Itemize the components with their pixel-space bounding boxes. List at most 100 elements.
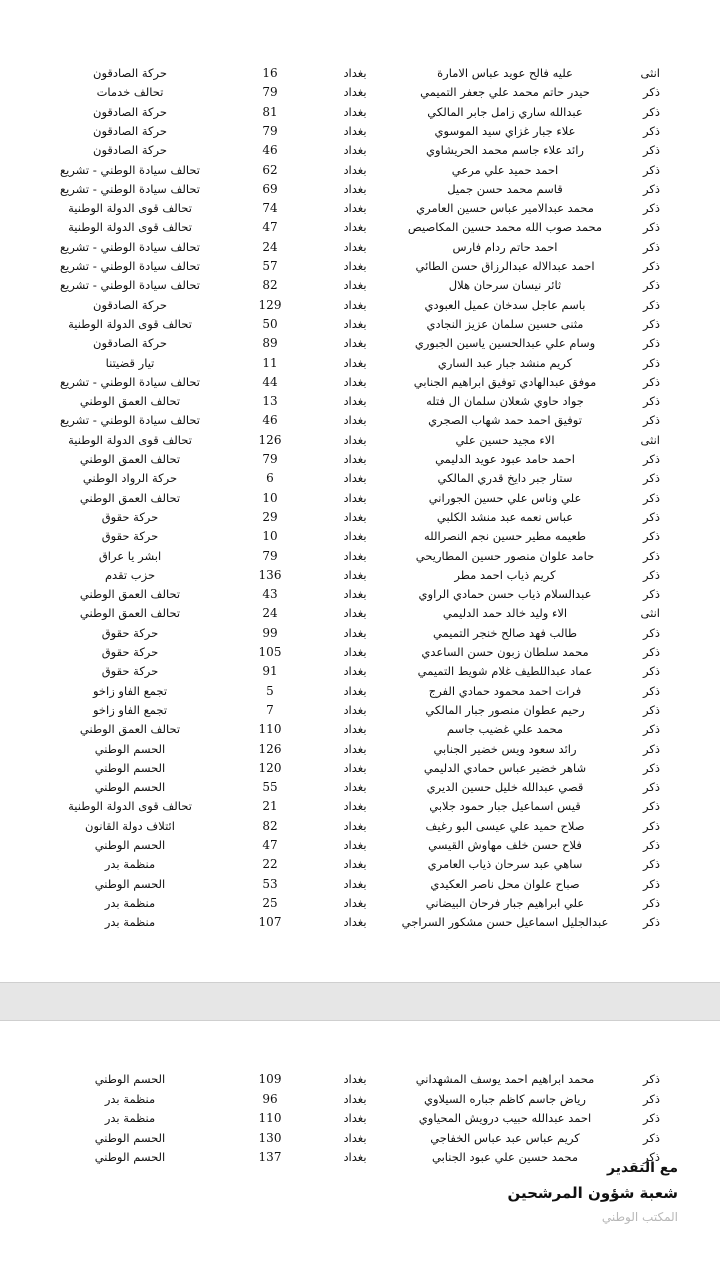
candidate-name-cell: ساهي عبد سرحان ذياب العامري	[427, 857, 583, 872]
table-row: ذكر محمد علي غضيب جاسم بغداد 110 تحالف العمق…	[0, 720, 720, 739]
city-cell: بغداد	[343, 529, 367, 544]
candidate-number-cell: 50	[262, 316, 278, 331]
candidate-name-cell: ستار جبر دايخ قدري المالكي	[437, 471, 573, 486]
table-row: ذكر ستار جبر دايخ قدري المالكي بغداد 6 حركة …	[0, 469, 720, 488]
table-row: ذكر احمد حامد عبود عويد الدليمي بغداد 79 تحا…	[0, 450, 720, 469]
city-cell: بغداد	[343, 316, 367, 331]
gender-cell: ذكر	[643, 123, 660, 138]
city-cell: بغداد	[343, 664, 367, 679]
party-cell: حركة حقوق	[101, 529, 159, 544]
candidate-name-cell: جواد حاوي شعلان سلمان ال فتله	[426, 394, 584, 409]
candidate-name-cell: محمد علي غضيب جاسم	[446, 722, 564, 737]
gender-cell: ذكر	[643, 355, 660, 370]
party-cell: حركة حقوق	[101, 509, 159, 524]
gender-cell: ذكر	[643, 876, 660, 891]
city-cell: بغداد	[343, 702, 367, 717]
candidate-name-cell: علي ابراهيم جبار فرحان البيضاني	[425, 895, 585, 910]
gender-cell: ذكر	[643, 490, 660, 505]
candidate-number-cell: 126	[258, 741, 282, 756]
party-cell: الحسم الوطني	[94, 760, 166, 775]
candidate-name-cell: شاهر خضير عباس حمادي الدليمي	[423, 760, 587, 775]
candidate-number-cell: 55	[262, 780, 278, 795]
city-cell: بغداد	[343, 413, 367, 428]
city-cell: بغداد	[343, 123, 367, 138]
candidate-name-cell: كريم ذياب احمد مطر	[454, 567, 556, 582]
table-row: ذكر شاهر خضير عباس حمادي الدليمي بغداد 120 ا…	[0, 759, 720, 778]
table-row: ذكر احمد حميد علي مرعي بغداد 62 تحالف سيادة …	[0, 161, 720, 180]
document-page-2: ذكر محمد ابراهيم احمد يوسف المشهداني بغداد…	[0, 1020, 720, 1281]
table-row: ذكر طعيمه مطير حسين نجم النصرالله بغداد 10 ح…	[0, 527, 720, 546]
candidate-name-cell: عليه فالح عويد عباس الامارة	[437, 66, 573, 80]
city-cell: بغداد	[343, 201, 367, 216]
city-cell: بغداد	[343, 645, 367, 659]
party-cell: منظمة بدر	[104, 1091, 156, 1106]
candidate-number-cell: 74	[262, 201, 278, 216]
table-row: ذكر طالب فهد صالح خنجر التميمي بغداد 99 حركة…	[0, 624, 720, 643]
candidate-name-cell: محمد عبدالامير عباس حسين العامري	[416, 201, 594, 216]
party-cell: حركة الصادقون	[93, 123, 167, 138]
candidate-name-cell: رائد علاء جاسم محمد الحريشاوي	[426, 143, 584, 158]
candidate-number-cell: 53	[262, 876, 278, 891]
city-cell: بغداد	[343, 297, 367, 312]
party-cell: تحالف قوى الدولة الوطنية	[68, 201, 192, 216]
table-row: انثى الاء مجيد حسين علي بغداد 126 تحالف قوى …	[0, 431, 720, 450]
gender-cell: ذكر	[643, 645, 660, 659]
gender-cell: انثى	[640, 66, 660, 80]
city-cell: بغداد	[343, 239, 367, 254]
candidate-number-cell: 21	[262, 799, 278, 814]
candidate-number-cell: 96	[262, 1091, 278, 1106]
table-row: ذكر رائد سعود ويس خضير الجنابي بغداد 126 الح…	[0, 740, 720, 759]
city-cell: بغداد	[343, 838, 367, 852]
gender-cell: ذكر	[643, 374, 660, 389]
candidate-number-cell: 44	[262, 374, 278, 389]
candidate-name-cell: طالب فهد صالح خنجر التميمي	[433, 625, 577, 640]
party-cell: تحالف العمق الوطني	[79, 490, 181, 505]
city-cell: بغداد	[343, 452, 367, 466]
candidate-number-cell: 47	[262, 220, 278, 235]
gender-cell: ذكر	[643, 664, 660, 679]
gender-cell: ذكر	[643, 587, 660, 602]
table-row: ذكر عماد عبداللطيف غلام شويط التميمي بغداد…	[0, 662, 720, 681]
gender-cell: ذكر	[643, 316, 660, 331]
gender-cell: ذكر	[643, 857, 660, 872]
city-cell: بغداد	[343, 567, 367, 582]
candidate-number-cell: 82	[262, 278, 278, 293]
gender-cell: ذكر	[643, 278, 660, 293]
candidate-name-cell: محمد ابراهيم احمد يوسف المشهداني	[415, 1072, 595, 1086]
candidate-number-cell: 24	[262, 606, 278, 621]
candidate-name-cell: كريم منشد جبار عبد الساري	[437, 355, 573, 370]
candidate-number-cell: 29	[262, 509, 278, 524]
candidate-number-cell: 79	[262, 548, 278, 563]
city-cell: بغداد	[343, 683, 367, 698]
party-cell: حركة حقوق	[101, 625, 159, 640]
candidate-number-cell: 5	[266, 683, 274, 698]
candidate-name-cell: فرات احمد محمود حمادي الفرج	[428, 683, 582, 698]
city-cell: بغداد	[343, 799, 367, 814]
city-cell: بغداد	[343, 259, 367, 273]
candidate-number-cell: 110	[258, 722, 282, 737]
party-cell: الحسم الوطني	[94, 876, 166, 891]
gender-cell: ذكر	[643, 220, 660, 235]
city-cell: بغداد	[343, 876, 367, 891]
city-cell: بغداد	[343, 857, 367, 872]
city-cell: بغداد	[343, 490, 367, 505]
table-row: ذكر محمد ابراهيم احمد يوسف المشهداني بغداد…	[0, 1070, 720, 1089]
candidate-number-cell: 16	[262, 66, 278, 80]
gender-cell: ذكر	[643, 683, 660, 698]
table-row: ذكر احمد عبدالله حبيب درويش المحياوي بغداد…	[0, 1109, 720, 1128]
gender-cell: ذكر	[643, 1130, 660, 1145]
city-cell: بغداد	[343, 143, 367, 158]
candidate-number-cell: 22	[262, 857, 278, 872]
party-cell: منظمة بدر	[104, 895, 156, 910]
candidate-number-cell: 13	[262, 394, 278, 409]
table-row: ذكر كريم ذياب احمد مطر بغداد 136 حزب تقدم	[0, 566, 720, 585]
candidate-name-cell: احمد حاتم ردام فارس	[452, 239, 558, 254]
candidate-number-cell: 82	[262, 818, 278, 833]
city-cell: بغداد	[343, 1150, 367, 1164]
party-cell: حركة الصادقون	[93, 297, 167, 312]
city-cell: بغداد	[343, 1130, 367, 1145]
candidate-number-cell: 81	[262, 104, 278, 119]
candidate-name-cell: قاسم محمد حسن جميل	[447, 181, 563, 196]
candidate-name-cell: وسام علي عبدالحسين ياسين الجبوري	[414, 336, 596, 351]
candidate-number-cell: 24	[262, 239, 278, 254]
